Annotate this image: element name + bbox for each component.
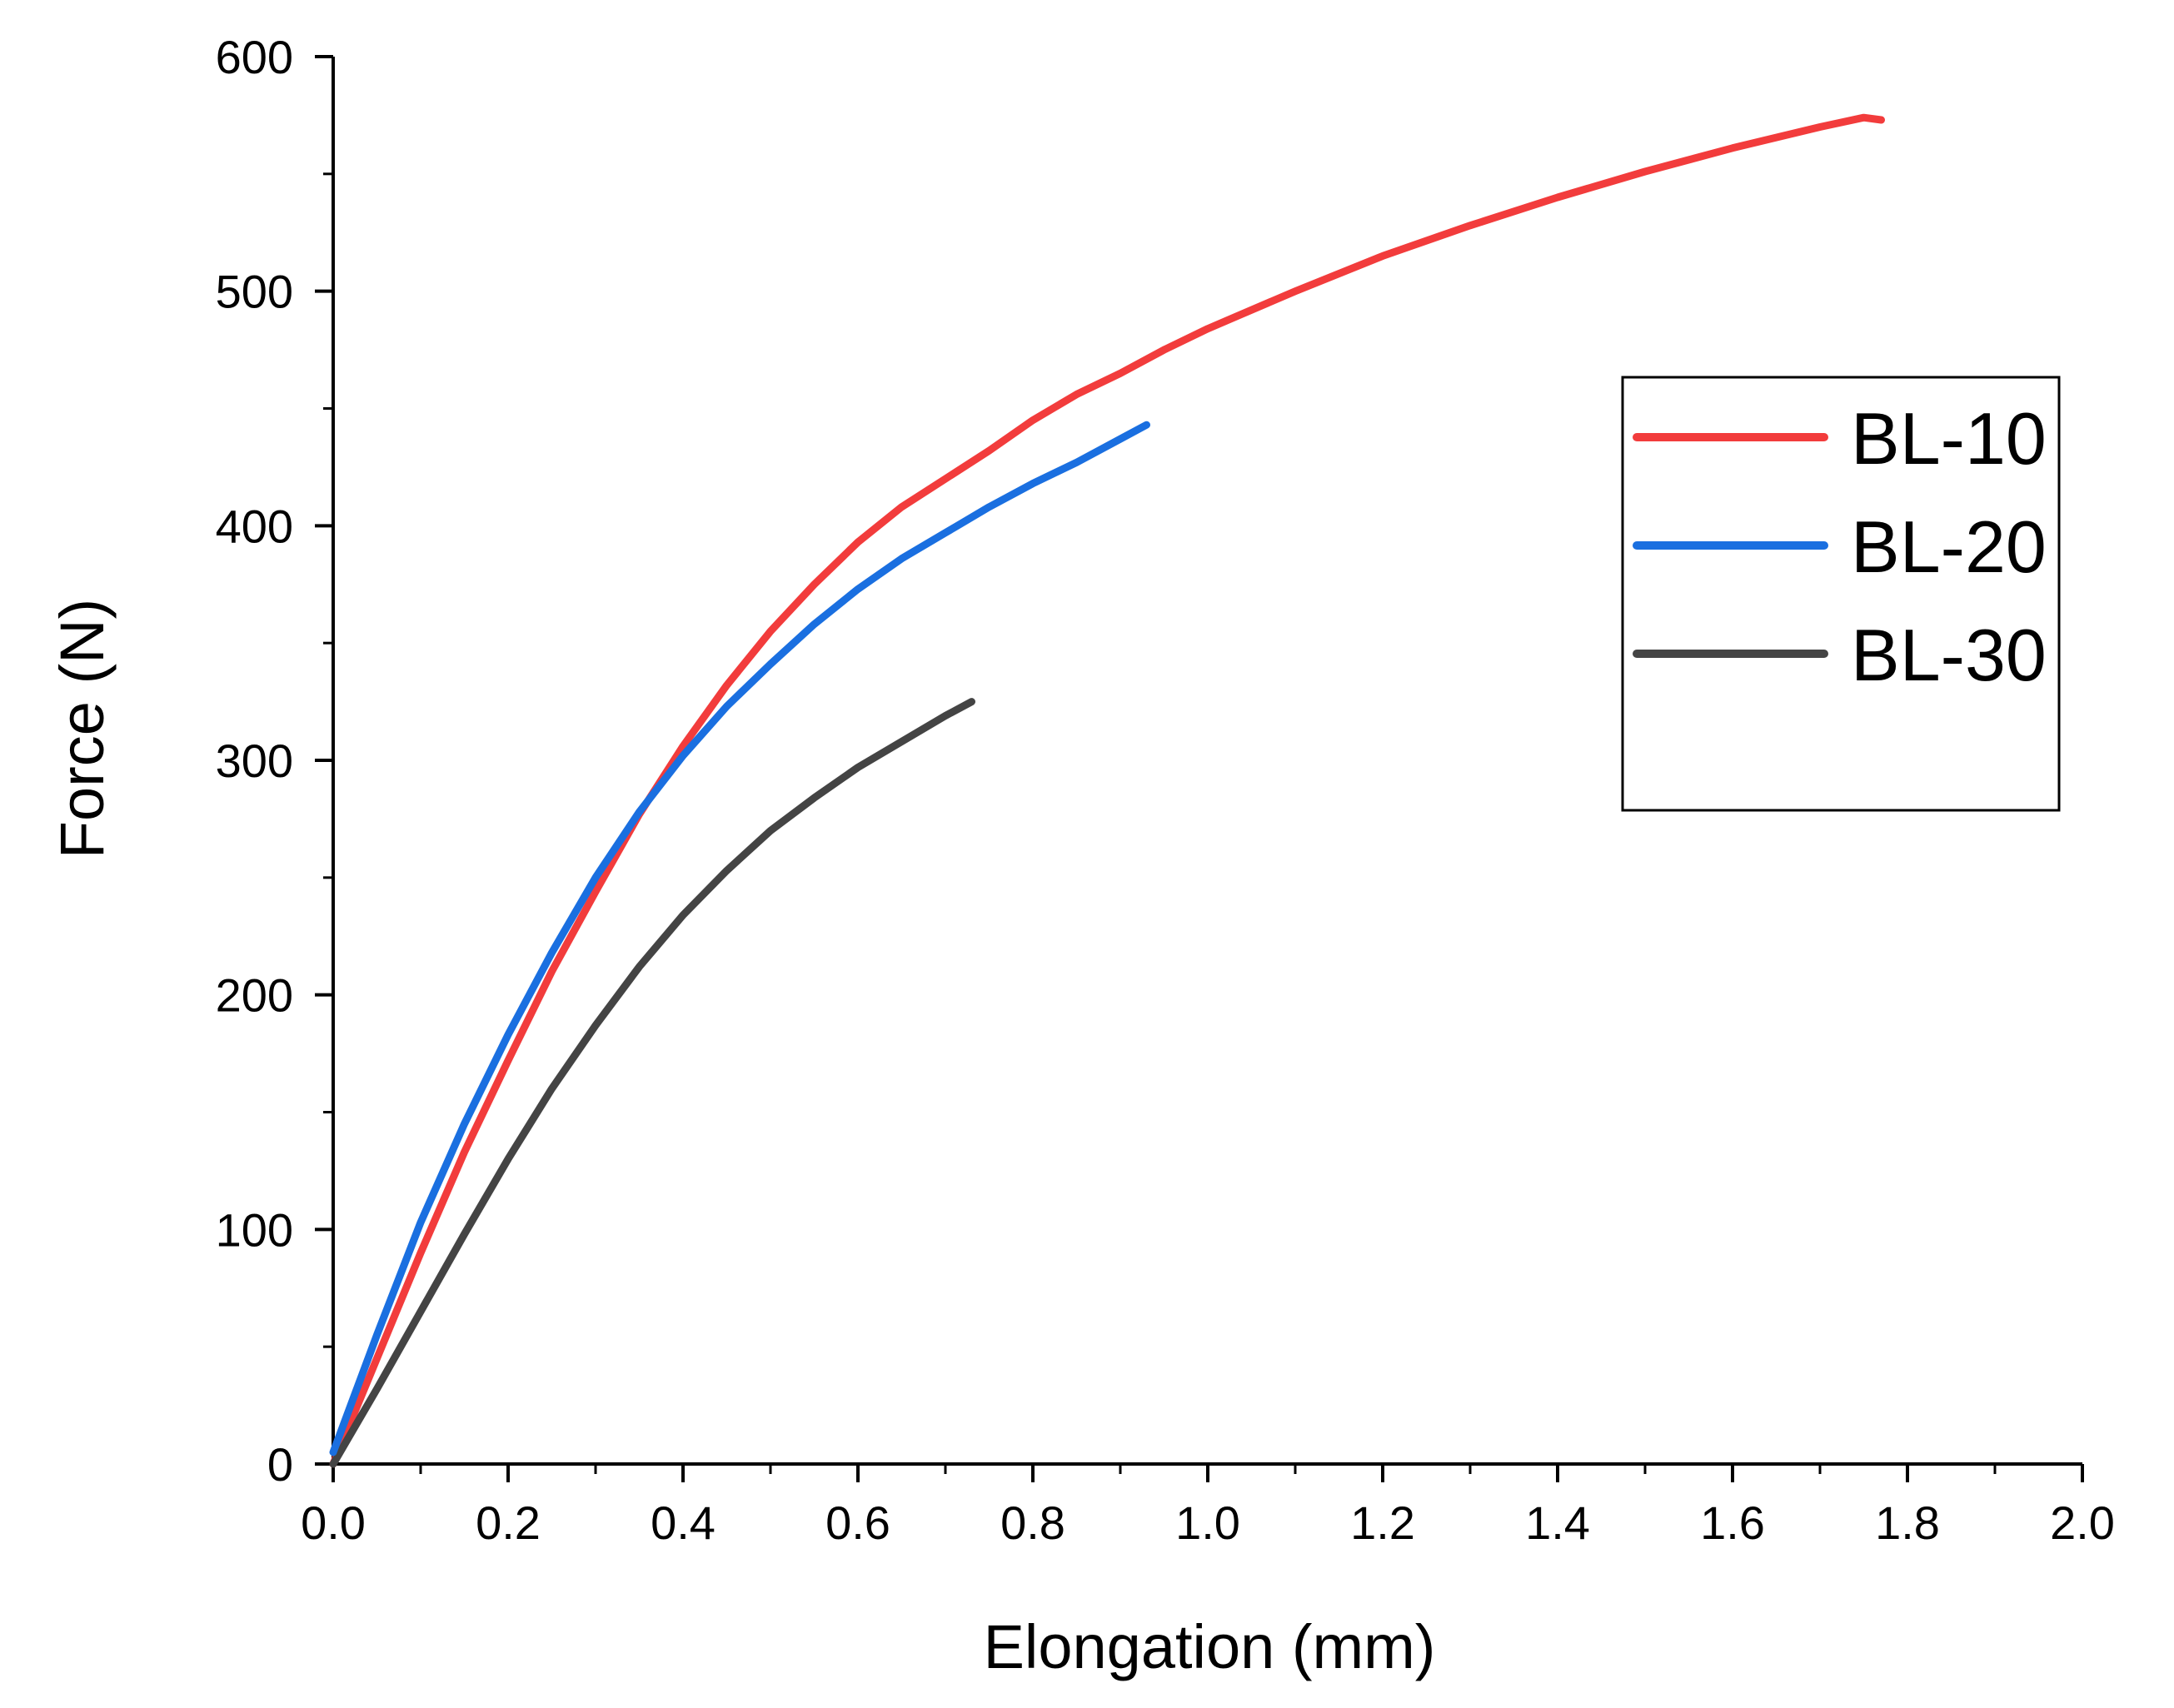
- series-line-bl-10: [329, 113, 1885, 1468]
- x-tick-label: 0.0: [301, 1496, 366, 1549]
- legend-box: [1621, 376, 2061, 812]
- y-tick-label: 100: [216, 1203, 293, 1256]
- y-tick-label: 600: [216, 31, 293, 83]
- x-tick-label: 2.0: [2050, 1496, 2115, 1549]
- x-tick-label: 0.4: [651, 1496, 716, 1549]
- x-tick-label: 0.8: [1000, 1496, 1065, 1549]
- series-line-bl-20: [329, 421, 1150, 1457]
- x-tick-label: 1.4: [1525, 1496, 1590, 1549]
- series-lines: [329, 113, 1885, 1468]
- y-axis-title: Force (N): [47, 599, 117, 859]
- x-tick-label: 1.8: [1875, 1496, 1940, 1549]
- y-tick-label: 0: [267, 1438, 293, 1491]
- y-tick-label: 300: [216, 734, 293, 787]
- x-axis-title: Elongation (mm): [984, 1612, 1436, 1681]
- axes: 0.0 0.2 0.4 0.6 0.8 1.0 1.2 1.4 1.6 1.8 2.0 0 100 200…: [216, 31, 2115, 1549]
- y-tick-label: 400: [216, 500, 293, 552]
- series-line-bl-30: [329, 698, 975, 1468]
- legend-label-bl-30: BL-30: [1851, 614, 2047, 696]
- legend: BL-10 BL-20 BL-30: [1621, 376, 2061, 812]
- legend-label-bl-10: BL-10: [1851, 397, 2047, 480]
- y-tick-label: 200: [216, 969, 293, 1022]
- y-tick-label: 500: [216, 266, 293, 318]
- x-tick-label: 0.6: [825, 1496, 890, 1549]
- x-tick-label: 1.0: [1175, 1496, 1240, 1549]
- x-tick-label: 0.2: [476, 1496, 541, 1549]
- x-tick-label: 1.6: [1700, 1496, 1765, 1549]
- legend-label-bl-20: BL-20: [1851, 505, 2047, 588]
- x-tick-label: 1.2: [1350, 1496, 1415, 1549]
